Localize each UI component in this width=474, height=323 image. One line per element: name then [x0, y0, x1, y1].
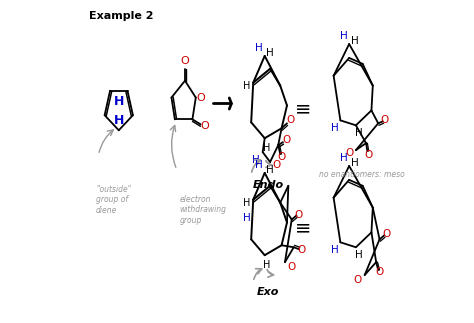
Text: O: O: [345, 148, 353, 158]
Text: O: O: [288, 262, 296, 272]
Text: H: H: [243, 198, 250, 208]
Text: H: H: [331, 245, 339, 255]
Text: H: H: [114, 114, 124, 127]
Text: H: H: [356, 250, 363, 260]
Text: H: H: [252, 155, 260, 165]
Text: Exo: Exo: [257, 287, 279, 297]
Text: O: O: [381, 115, 389, 125]
Text: H: H: [351, 36, 358, 46]
Text: O: O: [273, 160, 281, 170]
Text: O: O: [382, 229, 391, 239]
Text: O: O: [354, 275, 362, 285]
Text: ≡: ≡: [295, 218, 311, 237]
Text: O: O: [364, 150, 372, 160]
Text: H: H: [255, 43, 263, 53]
Text: O: O: [286, 115, 294, 125]
Text: H: H: [114, 95, 124, 108]
Text: H: H: [351, 158, 358, 168]
Text: "outside"
group of
diene: "outside" group of diene: [96, 185, 131, 214]
Text: O: O: [375, 267, 383, 277]
Text: H: H: [356, 128, 363, 138]
Text: H: H: [263, 260, 270, 270]
Text: ≡: ≡: [295, 99, 311, 118]
Text: H: H: [255, 160, 263, 170]
Text: no enantiomers: meso: no enantiomers: meso: [319, 171, 404, 179]
Text: electron
withdrawing
group: electron withdrawing group: [180, 195, 227, 224]
Text: O: O: [277, 152, 286, 162]
Text: H: H: [340, 31, 347, 41]
Text: H: H: [266, 48, 274, 58]
Text: O: O: [196, 93, 205, 103]
Text: H: H: [331, 123, 339, 133]
Text: O: O: [181, 56, 189, 66]
Text: O: O: [294, 210, 302, 220]
Text: H: H: [266, 165, 274, 175]
Text: Endo: Endo: [253, 180, 283, 190]
Text: H: H: [243, 213, 250, 223]
Text: H: H: [340, 153, 347, 163]
Text: O: O: [201, 121, 210, 131]
Text: H: H: [263, 143, 270, 153]
Text: H: H: [243, 81, 250, 91]
Text: O: O: [298, 245, 306, 255]
Text: O: O: [282, 135, 291, 145]
Text: Example 2: Example 2: [89, 11, 154, 21]
